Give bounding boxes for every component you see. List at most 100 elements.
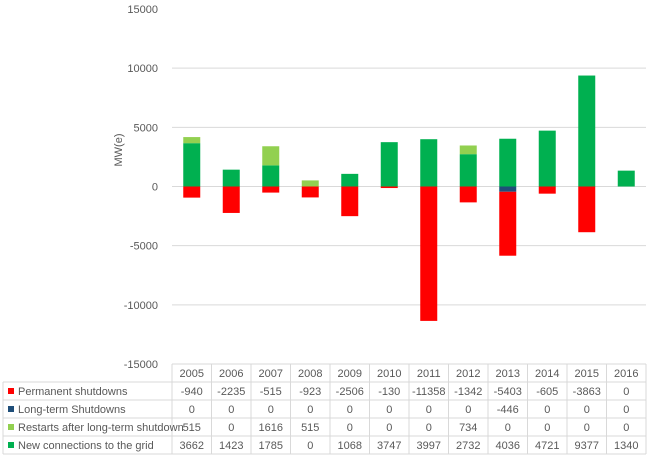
legend-label: Permanent shutdowns: [18, 386, 128, 398]
legend-key: [8, 424, 14, 430]
x-tick-label: 2011: [417, 368, 441, 380]
bar-permanent-shutdowns-2005: [183, 186, 201, 198]
table-cell: -5403: [494, 386, 522, 398]
bar-permanent-shutdowns-2010: [380, 186, 398, 189]
bar-long-term-shutdowns-2013: [499, 186, 517, 192]
table-cell: 3997: [417, 440, 441, 452]
table-cell: 0: [268, 404, 274, 416]
bar-new-connections-to-the-grid-2007: [262, 165, 280, 187]
table-cell: 0: [228, 404, 234, 416]
x-tick-label: 2014: [535, 368, 559, 380]
table-cell: -11358: [412, 386, 445, 398]
table-cell: -605: [536, 386, 558, 398]
bar-permanent-shutdowns-2014: [538, 186, 556, 194]
legend-key: [8, 388, 14, 394]
table-cell: -1342: [454, 386, 482, 398]
table-cell: 0: [426, 422, 432, 434]
y-axis-label: MW(e): [113, 134, 125, 167]
y-tick-label: 0: [152, 182, 158, 194]
x-tick-label: 2015: [575, 368, 599, 380]
x-tick-label: 2008: [298, 368, 322, 380]
table-cell: 1785: [259, 440, 283, 452]
table-cell: 0: [347, 404, 353, 416]
x-tick-label: 2013: [496, 368, 520, 380]
bar-new-connections-to-the-grid-2015: [578, 75, 596, 187]
bar-permanent-shutdowns-2015: [578, 186, 596, 233]
table-cell: 0: [584, 404, 590, 416]
table-cell: 0: [544, 422, 550, 434]
legend-key: [8, 406, 14, 412]
bar-new-connections-to-the-grid-2012: [459, 154, 477, 187]
x-tick-label: 2016: [614, 368, 638, 380]
x-tick-label: 2006: [219, 368, 243, 380]
legend-label: New connections to the grid: [18, 440, 154, 452]
table-cell: 3747: [377, 440, 401, 452]
bar-restarts-after-long-term-shutdown-2005: [183, 137, 201, 144]
table-cell: 734: [459, 422, 477, 434]
y-tick-label: 15000: [127, 4, 158, 16]
table-cell: 0: [623, 404, 629, 416]
table-cell: -515: [260, 386, 282, 398]
table-cell: 1423: [219, 440, 243, 452]
bar-new-connections-to-the-grid-2016: [617, 170, 635, 187]
x-tick-label: 2010: [377, 368, 401, 380]
table-cell: 1068: [338, 440, 362, 452]
table-cell: 1340: [614, 440, 638, 452]
table-cell: 0: [623, 386, 629, 398]
bar-permanent-shutdowns-2012: [459, 186, 477, 203]
bar-restarts-after-long-term-shutdown-2008: [301, 180, 319, 187]
x-tick-label: 2005: [180, 368, 204, 380]
table-cell: 0: [623, 422, 629, 434]
table-cell: -2506: [336, 386, 364, 398]
bar-new-connections-to-the-grid-2009: [341, 173, 359, 187]
table-cell: 1616: [259, 422, 283, 434]
legend-label: Long-term Shutdowns: [18, 404, 126, 416]
bar-new-connections-to-the-grid-2010: [380, 142, 398, 187]
bar-new-connections-to-the-grid-2011: [420, 139, 438, 187]
table-cell: -923: [299, 386, 321, 398]
bar-permanent-shutdowns-2011: [420, 186, 438, 321]
bar-new-connections-to-the-grid-2006: [222, 169, 240, 187]
bar-new-connections-to-the-grid-2005: [183, 143, 201, 187]
table-cell: 0: [386, 404, 392, 416]
table-cell: 0: [465, 404, 471, 416]
y-tick-label: 10000: [127, 63, 158, 75]
bar-new-connections-to-the-grid-2014: [538, 130, 556, 187]
y-tick-label: 5000: [134, 122, 158, 134]
table-cell: 9377: [575, 440, 599, 452]
table-cell: 0: [189, 404, 195, 416]
table-cell: 0: [307, 440, 313, 452]
bar-permanent-shutdowns-2008: [301, 186, 319, 198]
table-cell: 515: [301, 422, 319, 434]
legend-key: [8, 442, 14, 448]
x-tick-label: 2007: [259, 368, 283, 380]
table-cell: 0: [544, 404, 550, 416]
table-cell: 0: [386, 422, 392, 434]
bar-permanent-shutdowns-2013: [499, 191, 517, 256]
y-tick-label: -10000: [124, 300, 158, 312]
table-cell: 2732: [456, 440, 480, 452]
table-cell: 0: [426, 404, 432, 416]
table-cell: 0: [307, 404, 313, 416]
table-cell: -2235: [217, 386, 245, 398]
bar-permanent-shutdowns-2006: [222, 186, 240, 213]
table-cell: 3662: [180, 440, 204, 452]
table-cell: -3863: [573, 386, 601, 398]
table-cell: 515: [183, 422, 201, 434]
table-cell: 0: [347, 422, 353, 434]
table-cell: 4036: [496, 440, 520, 452]
table-cell: -940: [181, 386, 203, 398]
table-cell: 4721: [535, 440, 559, 452]
table-cell: -130: [378, 386, 400, 398]
legend-label: Restarts after long-term shutdown: [18, 422, 184, 434]
x-tick-label: 2009: [338, 368, 362, 380]
bar-new-connections-to-the-grid-2013: [499, 138, 517, 187]
bar-restarts-after-long-term-shutdown-2007: [262, 146, 280, 166]
y-tick-label: -15000: [124, 359, 158, 371]
table-cell: 0: [228, 422, 234, 434]
table-cell: -446: [497, 404, 519, 416]
bar-permanent-shutdowns-2007: [262, 186, 280, 193]
table-cell: 0: [505, 422, 511, 434]
